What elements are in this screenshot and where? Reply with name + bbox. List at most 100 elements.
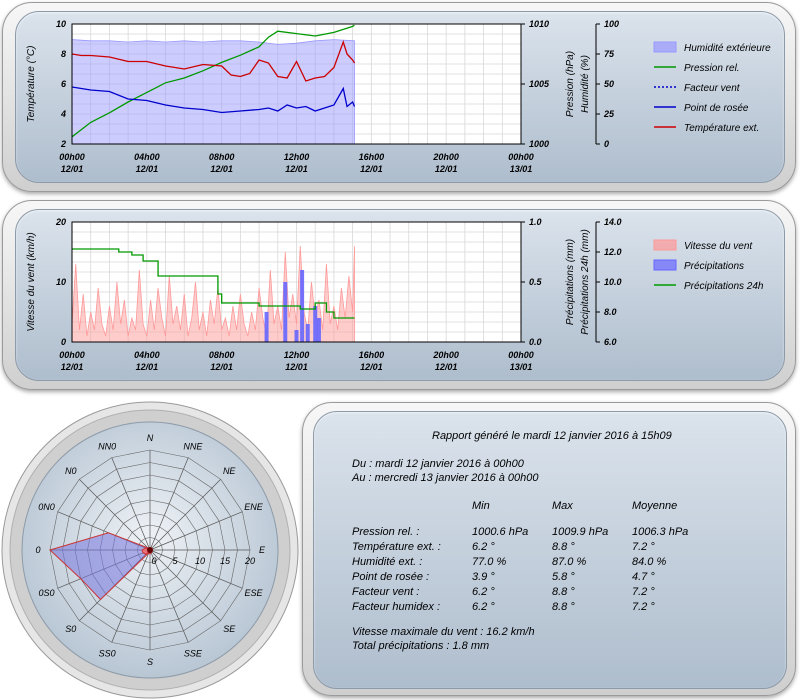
- rose-direction-label: SSE: [184, 648, 203, 658]
- y-tick-left: 20: [55, 217, 66, 227]
- rose-direction-label: 0S0: [39, 588, 55, 598]
- y-tick-right1: 0.5: [529, 277, 543, 287]
- rose-direction-label: N: [147, 433, 154, 443]
- y-axis-label-left: Vitesse du vent (km/h): [26, 232, 37, 331]
- rose-radial-tick: 20: [244, 556, 255, 566]
- report-row-min: 1000.6 hPa: [472, 526, 529, 538]
- report-row-avg: 7.2 °: [632, 541, 655, 553]
- y-tick-left: 4: [60, 109, 66, 119]
- x-tick-time: 12h00: [284, 350, 310, 360]
- x-tick-date: 12/01: [210, 164, 233, 174]
- report-row-min: 3.9 °: [472, 571, 495, 583]
- report-row-label: Facteur humidex :: [352, 601, 441, 613]
- report-title: Rapport généré le mardi 12 janvier 2016 …: [432, 430, 672, 442]
- wind-chart-frame: 0 10 20 0.0 0.5 1.0 6.0 8.0 10.0 12.0 14.0 Vitesse …: [15, 209, 785, 381]
- rose-ring: [87, 487, 213, 613]
- x-tick-date: 12/01: [435, 362, 458, 372]
- precip-bar: [316, 318, 321, 342]
- legend-label: Facteur vent: [684, 83, 741, 94]
- report-row-label: Point de rosée :: [352, 571, 430, 583]
- precip-bar: [294, 330, 299, 342]
- y-tick-right1: 1005: [529, 79, 550, 89]
- series-line: [71, 24, 355, 138]
- rose-direction-label: NN0: [98, 442, 116, 452]
- report-header-avg: Moyenne: [632, 500, 678, 512]
- y-tick-right2: 25: [603, 109, 615, 119]
- rose-radial-tick: 5: [172, 556, 178, 566]
- report-max-wind: Vitesse maximale du vent : 16.2 km/h: [352, 626, 535, 638]
- rose-direction-label: NNE: [183, 442, 203, 452]
- rose-direction-label: SS0: [99, 648, 116, 658]
- y-tick-right1: 1000: [529, 139, 549, 149]
- x-tick-time: 00h00: [508, 152, 534, 162]
- report-panel: Rapport généré le mardi 12 janvier 2016 …: [302, 402, 796, 696]
- x-tick-time: 16h00: [359, 350, 385, 360]
- x-tick-time: 08h00: [209, 152, 235, 162]
- report-row-avg: 84.0 %: [632, 556, 667, 568]
- y-tick-right2: 6.0: [604, 337, 617, 347]
- report-row-min: 77.0 %: [472, 556, 507, 568]
- x-tick-time: 12h00: [284, 152, 310, 162]
- legend-label: Pression rel.: [684, 63, 740, 74]
- rose-ring: [49, 449, 251, 651]
- x-tick-time: 04h00: [134, 350, 160, 360]
- report-header-max: Max: [552, 500, 573, 512]
- weather-chart-frame: 2 4 6 8 10 1000 1005 1010 0 25 50 75 100 Température …: [15, 11, 785, 183]
- rose-direction-label: N0: [65, 466, 77, 476]
- rose-ring: [137, 537, 163, 563]
- x-tick-time: 00h00: [59, 350, 85, 360]
- legend-label: Précipitations: [684, 261, 744, 272]
- legend-label: Humidité extérieure: [684, 43, 771, 54]
- y-axis-label-left: Température (°C): [26, 46, 37, 123]
- temperature-chart: 2 4 6 8 10 1000 1005 1010 0 25 50 75 100 Température …: [26, 19, 771, 174]
- y-axis-label-right2: Précipitations 24h (mm): [580, 229, 591, 335]
- report-content: Rapport généré le mardi 12 janvier 2016 …: [314, 412, 786, 688]
- y-tick-left: 8: [61, 49, 66, 59]
- series-line: [71, 39, 356, 82]
- y-tick-left: 10: [56, 277, 66, 287]
- y-tick-right2: 10.0: [604, 277, 622, 287]
- rose-radial-tick: 10: [195, 556, 205, 566]
- y-tick-right2: 12.0: [604, 247, 622, 257]
- report-row-min: 6.2 °: [472, 601, 495, 613]
- report-row-max: 87.0 %: [552, 556, 587, 568]
- report-row-label: Facteur vent :: [352, 586, 420, 598]
- x-tick-date: 12/01: [61, 164, 84, 174]
- legend-label: Précipitations 24h: [684, 281, 764, 292]
- y-tick-right2: 14.0: [604, 217, 622, 227]
- x-tick-date: 12/01: [136, 362, 159, 372]
- report-row-label: Température ext. :: [352, 541, 441, 553]
- y-tick-right2: 8.0: [604, 307, 617, 317]
- x-tick-date: 12/01: [360, 362, 383, 372]
- x-tick-date: 12/01: [285, 362, 308, 372]
- legend-label: Point de rosée: [684, 103, 749, 114]
- report-row-label: Humidité ext. :: [352, 556, 423, 568]
- rose-direction-label: SE: [223, 624, 236, 634]
- rose-direction-label: ESE: [244, 588, 263, 598]
- report-row-max: 8.8 °: [552, 541, 575, 553]
- rose-direction-label: NE: [223, 466, 236, 476]
- report-row-avg: 1006.3 hPa: [632, 526, 689, 538]
- report-row-avg: 7.2 °: [632, 601, 655, 613]
- report-to: Au : mercredi 13 janvier 2016 à 00h00: [352, 472, 539, 484]
- wind-rose-chart: N NNE NE ENE E ESE SE SSE S SS0 S0 0S0 0 0N0 N0 NN0 0 5 10…: [1, 401, 299, 699]
- report-row-label: Pression rel. :: [352, 526, 420, 538]
- y-axis-label-right1: Pression (hPa): [565, 51, 576, 117]
- precip-bar: [313, 306, 318, 342]
- report-header-min: Min: [472, 500, 490, 512]
- legend-swatch: [653, 41, 677, 53]
- x-tick-time: 04h00: [134, 152, 160, 162]
- rose-ring: [62, 462, 238, 638]
- rose-ring: [99, 499, 201, 601]
- weather-chart-panel: 2 4 6 8 10 1000 1005 1010 0 25 50 75 100 Température …: [2, 2, 796, 192]
- x-tick-date: 12/01: [136, 164, 159, 174]
- rose-radial-tick: 0: [151, 556, 156, 566]
- rose-direction-label: E: [259, 545, 266, 555]
- y-tick-right2: 100: [604, 19, 619, 29]
- rose-direction-label: S0: [65, 624, 76, 634]
- x-tick-time: 00h00: [508, 350, 534, 360]
- rose-center: [147, 547, 153, 553]
- y-axis-label-right1: Précipitations (mm): [565, 239, 576, 325]
- y-axis-label-right2: Humidité (%): [580, 55, 591, 113]
- series-line: [72, 248, 355, 319]
